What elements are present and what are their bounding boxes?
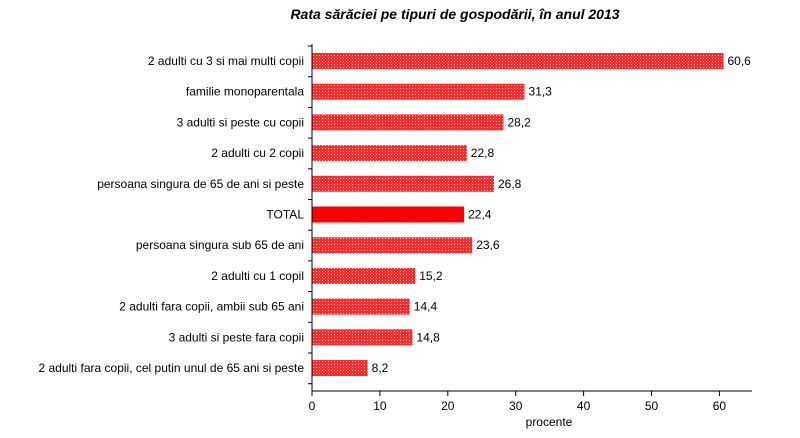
category-label: 2 adulti fara copii, cel putin unul de 6… bbox=[38, 361, 304, 375]
category-label: 2 adulti cu 3 si mai multi copii bbox=[148, 54, 304, 68]
bar bbox=[312, 237, 473, 254]
category-label: 2 adulti cu 1 copil bbox=[211, 269, 304, 283]
category-label: persoana singura sub 65 de ani bbox=[136, 238, 304, 252]
value-label: 8,2 bbox=[372, 361, 389, 375]
category-label: 3 adulti si peste fara copii bbox=[169, 330, 304, 344]
bar bbox=[312, 145, 467, 162]
x-tick-label: 20 bbox=[441, 399, 455, 413]
value-label: 26,8 bbox=[498, 177, 522, 191]
value-label: 14,8 bbox=[416, 330, 440, 344]
chart-title: Rata sărăciei pe tipuri de gospodării, î… bbox=[290, 6, 620, 22]
bar bbox=[312, 360, 368, 376]
category-label: familie monoparentala bbox=[186, 85, 304, 99]
bar bbox=[312, 267, 416, 284]
bar bbox=[312, 53, 724, 69]
value-label: 31,3 bbox=[529, 85, 553, 99]
x-tick-label: 0 bbox=[309, 399, 316, 413]
x-tick-label: 50 bbox=[645, 399, 659, 413]
value-label: 15,2 bbox=[419, 269, 443, 283]
category-label: 3 adulti si peste cu copii bbox=[177, 115, 304, 129]
value-label: 22,8 bbox=[471, 146, 495, 160]
x-tick-label: 40 bbox=[577, 399, 591, 413]
bar bbox=[312, 329, 413, 346]
bar bbox=[312, 206, 465, 223]
bar bbox=[312, 83, 525, 100]
value-label: 14,4 bbox=[414, 300, 438, 314]
category-label: 2 adulti fara copii, ambii sub 65 ani bbox=[119, 300, 304, 314]
bar bbox=[312, 175, 494, 192]
x-axis-title: procente bbox=[526, 415, 573, 429]
category-label: persoana singura de 65 de ani si peste bbox=[97, 177, 304, 191]
value-label: 22,4 bbox=[468, 208, 492, 222]
category-label: TOTAL bbox=[266, 208, 304, 222]
x-tick-label: 30 bbox=[509, 399, 523, 413]
bar bbox=[312, 298, 410, 315]
x-tick-label: 10 bbox=[373, 399, 387, 413]
value-label: 23,6 bbox=[476, 238, 500, 252]
category-label: 2 adulti cu 2 copii bbox=[211, 146, 304, 160]
value-label: 28,2 bbox=[507, 115, 531, 129]
x-tick-label: 60 bbox=[713, 399, 727, 413]
value-label: 60,6 bbox=[727, 54, 751, 68]
bar bbox=[312, 114, 504, 131]
